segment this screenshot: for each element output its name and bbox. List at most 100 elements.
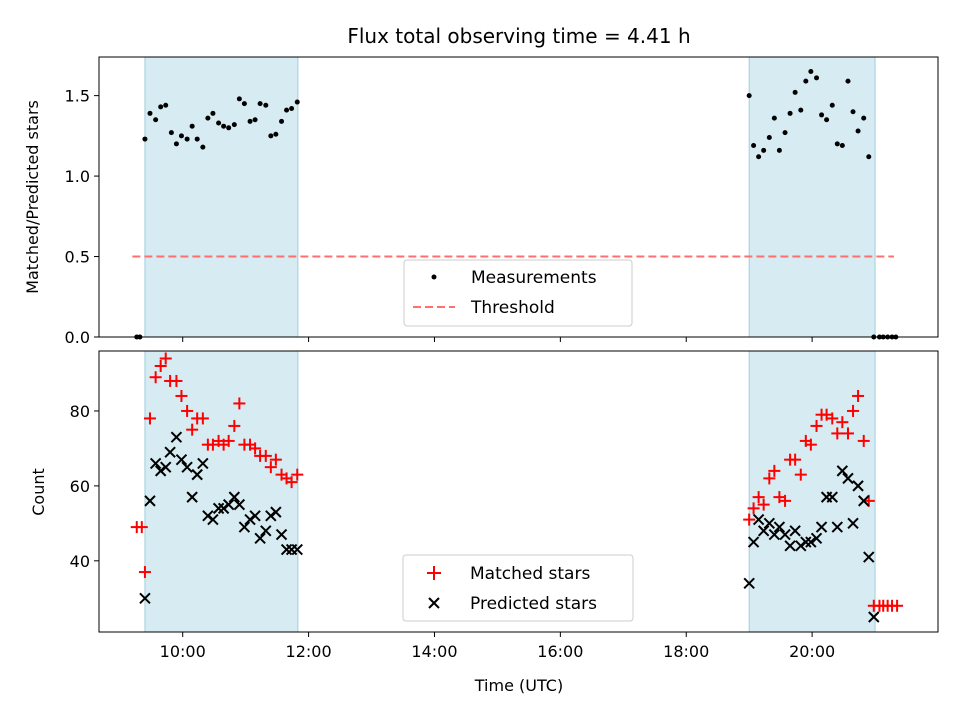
matched-star-point: [233, 397, 246, 410]
measurement-point: [168, 130, 174, 136]
bottom-y-axis-ticks: 40 60 80: [70, 402, 99, 571]
matched-star-point: [831, 427, 844, 440]
matched-star-point: [747, 502, 760, 515]
matched-star-point: [269, 453, 282, 466]
measurement-point: [158, 104, 164, 110]
predicted-star-point: [164, 446, 176, 458]
top-y-tick-label: 0.0: [65, 328, 90, 347]
measurement-point: [142, 136, 148, 142]
measurement-point: [855, 128, 861, 134]
predicted-star-point: [779, 528, 791, 541]
measurement-point: [184, 136, 190, 142]
predicted-star-point: [181, 461, 193, 473]
predicted-star-point: [831, 521, 844, 533]
measurement-point: [241, 101, 247, 107]
predicted-star-point: [275, 528, 288, 541]
predicted-star-point: [238, 521, 251, 533]
measurement-point: [221, 123, 227, 129]
measurement-point: [273, 131, 279, 137]
measurement-point: [194, 136, 200, 142]
measurement-point: [771, 115, 777, 121]
predicted-star-point: [144, 495, 156, 507]
bottom-legend-box: [402, 554, 634, 622]
predicted-star-point: [191, 468, 203, 481]
measurement-point: [782, 130, 788, 136]
measurement-point: [284, 107, 290, 113]
top-observing-windows: [144, 56, 876, 338]
predicted-star-point: [270, 506, 282, 518]
matched-star-point: [857, 434, 870, 447]
matched-star-point: [181, 404, 194, 417]
matched-star-point: [285, 476, 298, 489]
predicted-star-point: [175, 453, 188, 466]
measurement-point: [226, 125, 232, 131]
predicted-star-point: [249, 510, 261, 522]
measurement-point: [803, 78, 809, 84]
measurement-point: [776, 147, 782, 153]
x-tick-label: 14:00: [411, 642, 457, 661]
measurement-point: [839, 143, 845, 149]
measurement-point: [761, 147, 767, 153]
matched-star-point: [826, 412, 839, 425]
measurement-point: [861, 115, 867, 121]
top-legend-box: [403, 259, 633, 327]
matched-star-point: [743, 513, 756, 526]
legend-marker-predicted: [428, 597, 440, 609]
measurement-point: [153, 117, 159, 123]
bottom-y-tick-label: 60: [70, 477, 90, 496]
predicted-star-point: [805, 536, 817, 548]
predicted-star-point: [747, 536, 760, 548]
predicted-star-point: [139, 592, 151, 604]
predicted-star-point: [228, 491, 241, 503]
top-observing-window: [144, 56, 299, 338]
predicted-star-point: [810, 532, 823, 545]
matched-star-point: [757, 498, 770, 511]
measurement-point: [829, 102, 835, 108]
predicted-star-point: [207, 513, 219, 526]
matched-star-point: [264, 461, 277, 474]
matched-star-point: [186, 423, 199, 436]
predicted-star-point: [757, 525, 770, 537]
measurement-point: [268, 133, 274, 139]
predicted-star-point: [743, 577, 755, 590]
top-legend: Measurements Threshold: [403, 259, 633, 327]
matched-star-point: [222, 434, 235, 447]
matched-star-point: [143, 412, 156, 425]
matched-star-point: [847, 404, 860, 417]
predicted-star-point: [752, 513, 765, 526]
top-x-axis-ticks: [182, 337, 813, 342]
measurement-point: [173, 141, 179, 147]
legend-label-matched: Matched stars: [470, 564, 590, 584]
measurement-point: [247, 118, 253, 124]
matched-star-point: [768, 464, 781, 477]
legend-label-threshold: Threshold: [470, 298, 555, 318]
matched-star-point: [763, 472, 776, 485]
bottom-y-axis-label: Count: [29, 468, 48, 516]
predicted-star-point: [160, 461, 172, 473]
x-tick-label: 16:00: [537, 642, 583, 661]
x-tick-label: 12:00: [286, 642, 332, 661]
predicted-star-point: [868, 611, 880, 623]
x-axis-label: Time (UTC): [474, 676, 563, 695]
measurement-point: [279, 118, 285, 124]
bottom-observing-window: [748, 350, 876, 633]
bottom-y-tick-label: 80: [70, 402, 90, 421]
matched-star-point: [135, 521, 148, 534]
top-panel: 0.0 0.5 1.0 1.5 Matched/Predicted stars Mea…: [23, 56, 939, 347]
measurement-point: [819, 112, 825, 118]
bottom-observing-window: [144, 350, 299, 633]
measurement-point: [751, 143, 757, 149]
predicted-star-point: [233, 498, 246, 511]
predicted-star-point: [197, 457, 209, 470]
measurement-point: [845, 78, 851, 84]
measurement-point: [850, 109, 856, 115]
measurement-point: [294, 99, 300, 105]
matched-star-point: [259, 449, 272, 462]
top-observing-window: [748, 56, 876, 338]
measurement-point: [263, 102, 269, 108]
measurement-points: [134, 68, 899, 340]
measurement-point: [787, 110, 793, 116]
measurement-point: [210, 110, 216, 116]
measurement-point: [289, 105, 295, 111]
